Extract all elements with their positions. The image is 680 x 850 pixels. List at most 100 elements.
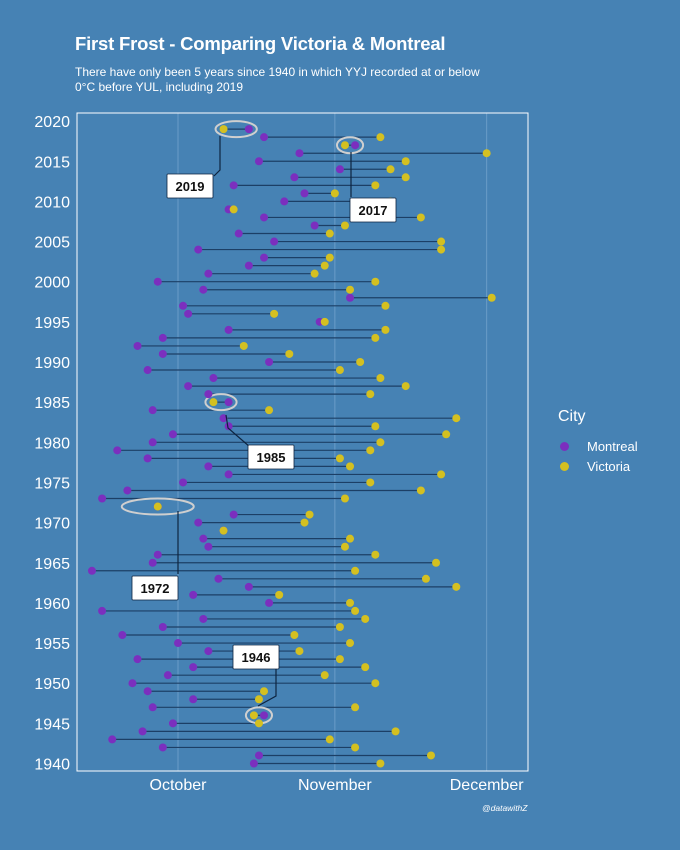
annotation-box-2017 bbox=[349, 197, 397, 223]
x-tick-label-october: October bbox=[150, 777, 208, 794]
point-montreal-1974 bbox=[123, 486, 132, 495]
point-victoria-1963 bbox=[421, 574, 430, 583]
y-tick-label-1990: 1990 bbox=[34, 355, 70, 372]
point-victoria-2015 bbox=[401, 157, 410, 166]
point-victoria-1970 bbox=[300, 518, 309, 527]
point-montreal-2000 bbox=[153, 277, 162, 286]
point-victoria-1998 bbox=[487, 293, 496, 302]
point-montreal-1966 bbox=[153, 550, 162, 559]
point-montreal-2015 bbox=[254, 157, 263, 166]
point-montreal-1967 bbox=[204, 542, 213, 551]
point-victoria-2019 bbox=[219, 125, 228, 134]
point-victoria-1949 bbox=[260, 687, 269, 696]
point-victoria-2008 bbox=[416, 213, 425, 222]
point-montreal-1954 bbox=[204, 647, 213, 656]
point-victoria-1989 bbox=[335, 366, 344, 375]
point-montreal-1985 bbox=[224, 398, 233, 407]
point-victoria-1995 bbox=[320, 317, 329, 326]
point-victoria-1964 bbox=[351, 566, 360, 575]
annotation-leader-1946 bbox=[257, 668, 277, 707]
annotations: 2019 2017 1985 1972 1946 bbox=[131, 136, 397, 707]
point-victoria-1961 bbox=[275, 590, 284, 599]
point-victoria-1955 bbox=[346, 639, 355, 648]
point-montreal-1955 bbox=[174, 639, 182, 648]
annotation-box-2019 bbox=[166, 173, 214, 199]
point-victoria-1983 bbox=[452, 414, 461, 423]
annotation-box-1972 bbox=[131, 575, 179, 601]
point-victoria-2001 bbox=[310, 269, 319, 278]
highlight-1985 bbox=[204, 393, 238, 412]
point-victoria-1973 bbox=[340, 494, 349, 503]
point-montreal-1977 bbox=[204, 462, 213, 471]
point-victoria-1946 bbox=[249, 711, 258, 720]
point-victoria-2012 bbox=[371, 181, 380, 190]
point-montreal-1976 bbox=[224, 470, 233, 479]
legend-marker-victoria bbox=[560, 461, 569, 471]
point-victoria-1994 bbox=[381, 325, 390, 334]
legend-entry-victoria: Victoria bbox=[560, 456, 638, 476]
point-montreal-1971 bbox=[229, 510, 238, 519]
point-montreal-1983 bbox=[219, 414, 228, 423]
point-victoria-1971 bbox=[305, 510, 314, 519]
point-victoria-1979 bbox=[366, 446, 375, 455]
point-victoria-1988 bbox=[376, 374, 385, 383]
point-montreal-1989 bbox=[143, 366, 152, 375]
y-tick-label-2000: 2000 bbox=[34, 275, 70, 292]
point-montreal-1973 bbox=[98, 494, 107, 503]
point-montreal-1980 bbox=[148, 438, 157, 447]
point-montreal-1956 bbox=[118, 631, 127, 640]
point-victoria-1987 bbox=[401, 382, 410, 391]
y-tick-label-1960: 1960 bbox=[34, 596, 70, 613]
highlight-1972 bbox=[120, 497, 195, 516]
point-victoria-1968 bbox=[346, 534, 355, 543]
y-tick-label-2015: 2015 bbox=[34, 154, 70, 171]
y-tick-label-2010: 2010 bbox=[34, 194, 70, 211]
points bbox=[87, 125, 496, 768]
point-montreal-2016 bbox=[295, 149, 304, 158]
point-montreal-1953 bbox=[133, 655, 142, 664]
highlight-ellipses bbox=[120, 120, 365, 725]
point-montreal-2014 bbox=[335, 165, 344, 174]
y-tick-label-1945: 1945 bbox=[34, 716, 70, 733]
point-montreal-1993 bbox=[158, 333, 167, 342]
point-montreal-2006 bbox=[234, 229, 243, 238]
y-tick-label-1985: 1985 bbox=[34, 395, 70, 412]
legend: City Montreal Victoria bbox=[558, 408, 638, 476]
chart-title: First Frost - Comparing Victoria & Montr… bbox=[75, 33, 446, 54]
point-montreal-1952 bbox=[189, 663, 198, 672]
annotation-leader-1985 bbox=[225, 414, 251, 448]
point-victoria-2013 bbox=[401, 173, 410, 182]
point-montreal-1959 bbox=[98, 606, 107, 615]
point-montreal-1948 bbox=[189, 695, 198, 704]
point-victoria-1944 bbox=[391, 727, 400, 736]
point-victoria-1960 bbox=[346, 598, 355, 607]
point-victoria-1986 bbox=[366, 390, 375, 399]
point-montreal-1968 bbox=[199, 534, 208, 543]
annotation-label-2019: 2019 bbox=[176, 179, 205, 194]
point-victoria-1967 bbox=[340, 542, 349, 551]
point-victoria-1966 bbox=[371, 550, 380, 559]
point-montreal-1975 bbox=[179, 478, 188, 487]
point-victoria-1992 bbox=[239, 341, 248, 350]
y-tick-label-1970: 1970 bbox=[34, 516, 70, 533]
annotation-label-2017: 2017 bbox=[359, 203, 388, 218]
point-montreal-1992 bbox=[133, 341, 142, 350]
point-victoria-1943 bbox=[325, 735, 334, 744]
plot-panel bbox=[76, 112, 529, 772]
point-victoria-2007 bbox=[340, 221, 349, 230]
point-montreal-1965 bbox=[148, 558, 157, 567]
point-montreal-1999 bbox=[199, 285, 208, 294]
y-tick-label-1955: 1955 bbox=[34, 636, 70, 653]
y-tick-label-1950: 1950 bbox=[34, 676, 70, 693]
point-victoria-1991 bbox=[285, 349, 294, 358]
y-tick-label-1980: 1980 bbox=[34, 435, 70, 452]
point-victoria-1953 bbox=[335, 655, 344, 664]
legend-label-victoria: Victoria bbox=[587, 458, 631, 474]
point-montreal-1997 bbox=[179, 301, 188, 310]
point-montreal-2017 bbox=[351, 141, 360, 150]
point-montreal-1982 bbox=[224, 422, 233, 431]
legend-label-montreal: Montreal bbox=[587, 438, 638, 454]
point-victoria-2003 bbox=[325, 253, 334, 262]
x-tick-label-december: December bbox=[450, 777, 524, 794]
